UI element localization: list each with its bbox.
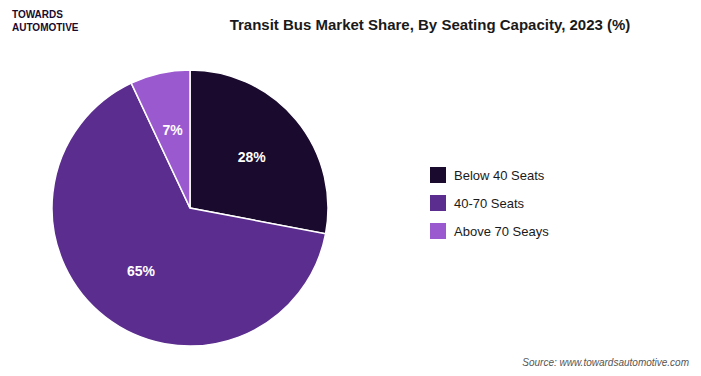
legend-swatch bbox=[430, 223, 446, 239]
source-note: Source: www.towardsautomotive.com bbox=[522, 357, 689, 368]
legend-label: Above 70 Seays bbox=[454, 224, 549, 239]
logo-text: TOWARDS bbox=[12, 9, 63, 20]
legend-label: 40-70 Seats bbox=[454, 196, 525, 211]
data-label: 7% bbox=[162, 122, 183, 138]
logo-text: AUTOMOTIVE bbox=[12, 22, 79, 33]
pie-slice bbox=[190, 70, 328, 234]
legend-swatch bbox=[430, 195, 446, 211]
chart: Transit Bus Market Share, By Seating Cap… bbox=[0, 0, 701, 376]
legend-item: Above 70 Seays bbox=[430, 223, 549, 239]
legend-swatch bbox=[430, 167, 446, 183]
legend-item: 40-70 Seats bbox=[430, 195, 525, 211]
data-label: 28% bbox=[238, 149, 267, 165]
legend: Below 40 Seats 40-70 Seats Above 70 Seays bbox=[430, 167, 549, 239]
data-label: 65% bbox=[127, 263, 156, 279]
title: Transit Bus Market Share, By Seating Cap… bbox=[230, 16, 631, 33]
pie-slice bbox=[131, 70, 190, 208]
data-labels: 28% 65% 7% bbox=[127, 122, 266, 279]
legend-item: Below 40 Seats bbox=[430, 167, 545, 183]
legend-label: Below 40 Seats bbox=[454, 168, 545, 183]
pie bbox=[52, 70, 328, 346]
